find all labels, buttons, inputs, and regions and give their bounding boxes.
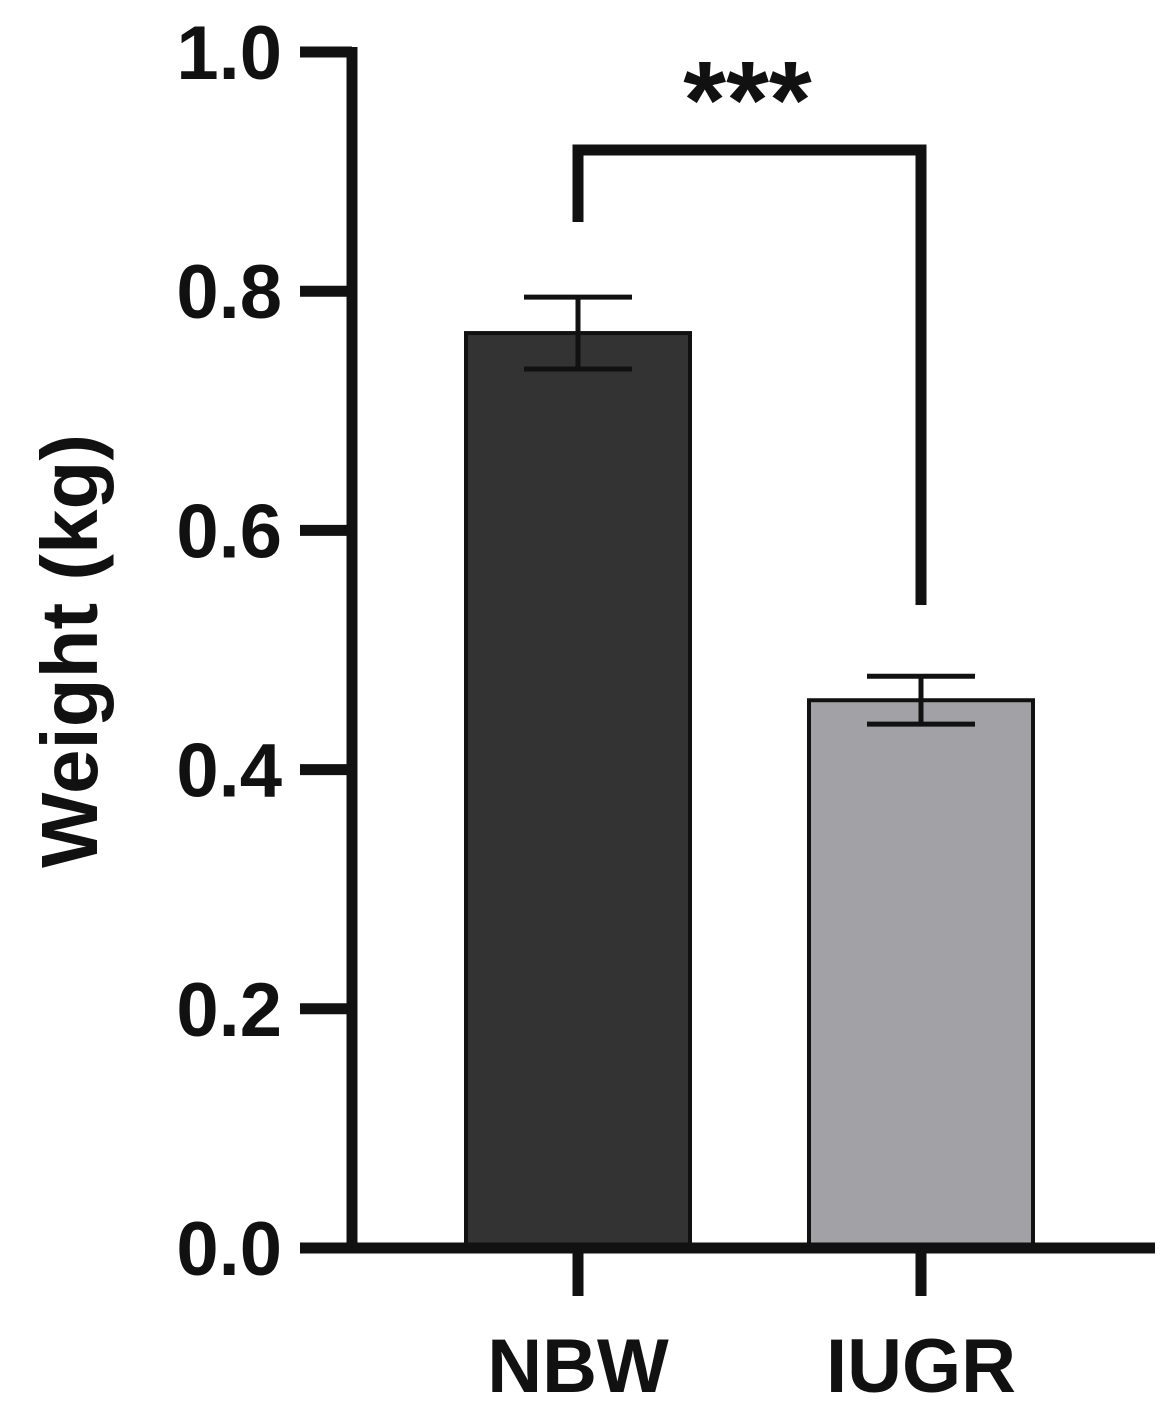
significance-bracket: [572, 144, 927, 605]
y-tick-label: 0.2: [176, 968, 282, 1053]
y-tick-label: 1.0: [176, 11, 282, 96]
error-bars-layer: [524, 294, 975, 727]
x-tick-label-nbw: NBW: [487, 1324, 669, 1409]
y-tick-label: 0.8: [176, 250, 282, 335]
y-tick-label: 0.6: [176, 489, 282, 574]
y-axis-title: Weight (kg): [25, 434, 114, 868]
y-tick-label: 0.0: [176, 1207, 282, 1292]
y-tick-label: 0.4: [176, 729, 282, 814]
significance-label: ***: [683, 39, 812, 162]
x-tick-label-iugr: IUGR: [826, 1324, 1016, 1409]
labels-layer: 0.0 0.2 0.4 0.6 0.8 1.0 NBW IUGR Weight (kg): [25, 11, 1016, 1409]
axes-layer: [300, 46, 1155, 1296]
bar-nbw: [464, 331, 692, 1250]
bars-layer: [464, 331, 1035, 1250]
bar-iugr: [807, 698, 1035, 1250]
significance-layer: ***: [572, 39, 927, 605]
